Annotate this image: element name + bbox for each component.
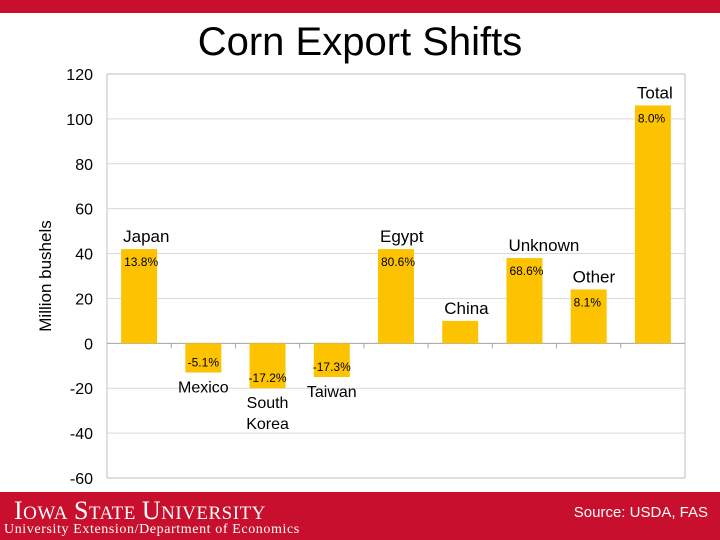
bar <box>506 258 543 344</box>
data-label: -17.2% <box>249 371 287 385</box>
y-tick-label: 100 <box>66 112 93 129</box>
category-label: Mexico <box>178 380 229 397</box>
bar <box>378 249 414 344</box>
category-label: South <box>247 395 289 412</box>
y-tick-label: -20 <box>70 381 93 398</box>
y-tick-label: 20 <box>75 291 93 308</box>
y-tick-label: -60 <box>70 471 93 488</box>
bar-chart: 120 100 80 60 40 20 0 -20 -40 -60 Million bushels J… <box>36 67 686 488</box>
category-label: Korea <box>246 416 289 433</box>
footer-bar: IOWA STATE UNIVERSITY University Extensi… <box>0 492 720 540</box>
y-tick-label: 40 <box>75 247 93 264</box>
data-label: -17.3% <box>313 360 351 374</box>
category-label: Taiwan <box>307 384 357 401</box>
footer-subtitle: University Extension/Department of Econo… <box>4 522 300 537</box>
y-tick-label: 60 <box>75 202 93 219</box>
data-label: 13.8% <box>124 255 158 269</box>
data-label: 8.0% <box>638 111 666 125</box>
y-tick-label: 0 <box>84 336 93 353</box>
category-label: Unknown <box>508 236 579 255</box>
data-label: -5.1% <box>188 356 220 370</box>
data-label: 68.6% <box>509 264 543 278</box>
category-label: China <box>444 299 489 318</box>
data-label: 80.6% <box>381 255 415 269</box>
category-label: Total <box>637 83 673 102</box>
university-logo: IOWA STATE UNIVERSITY <box>14 496 266 525</box>
bar <box>634 105 671 344</box>
category-label: Japan <box>123 227 169 246</box>
y-tick-label: 120 <box>66 67 93 84</box>
category-label: Other <box>573 267 616 286</box>
category-label: Egypt <box>380 227 424 246</box>
bar <box>442 320 479 344</box>
slide-title: Corn Export Shifts <box>197 20 523 64</box>
y-tick-label: 80 <box>75 157 93 174</box>
data-label: 8.1% <box>574 295 602 309</box>
bar <box>313 343 350 377</box>
source-note: Source: USDA, FAS <box>573 504 708 521</box>
bar <box>185 343 222 373</box>
y-tick-label: -40 <box>70 426 93 443</box>
bar <box>121 249 158 344</box>
brand-top-bar <box>0 0 720 13</box>
plot-frame <box>106 73 686 479</box>
y-axis-label: Million bushels <box>36 220 55 332</box>
bar <box>249 343 286 389</box>
bar <box>570 289 607 344</box>
